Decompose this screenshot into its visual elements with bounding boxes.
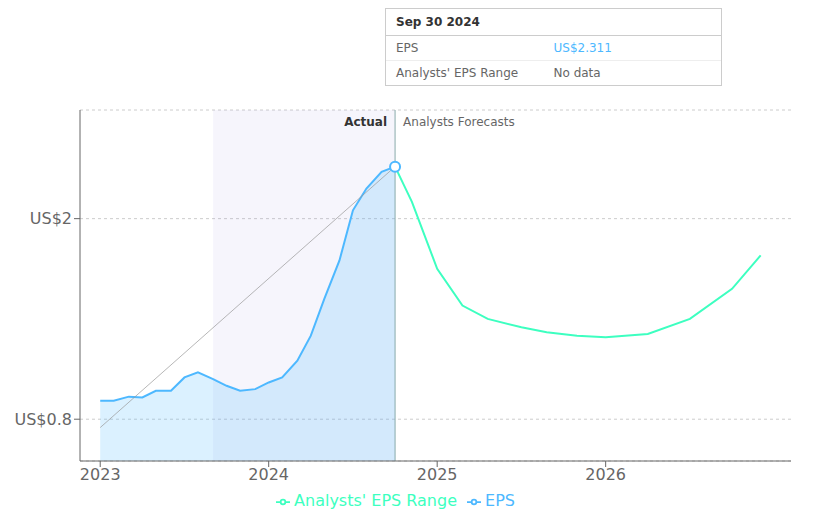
svg-text:2024: 2024 (248, 465, 289, 484)
html-text:Analysts' EPS Range: Analysts' EPS Range (396, 66, 519, 80)
svg-text:2025: 2025 (417, 465, 458, 484)
html-text:EPS: EPS (485, 491, 515, 510)
svg-text:US$2: US$2 (30, 209, 72, 228)
svg-text:Analysts Forecasts: Analysts Forecasts (403, 115, 515, 129)
svg-text:Actual: Actual (344, 115, 387, 129)
svg-text:2023: 2023 (80, 465, 121, 484)
html-text:US$2.311: US$2.311 (553, 41, 612, 55)
html-text:No data: No data (553, 66, 601, 80)
svg-text:US$0.8: US$0.8 (15, 410, 73, 429)
html-text:EPS: EPS (396, 41, 419, 55)
svg-text:2026: 2026 (585, 465, 626, 484)
html-text:Sep 30 2024: Sep 30 2024 (396, 15, 480, 29)
html-text:Analysts' EPS Range: Analysts' EPS Range (294, 491, 457, 510)
